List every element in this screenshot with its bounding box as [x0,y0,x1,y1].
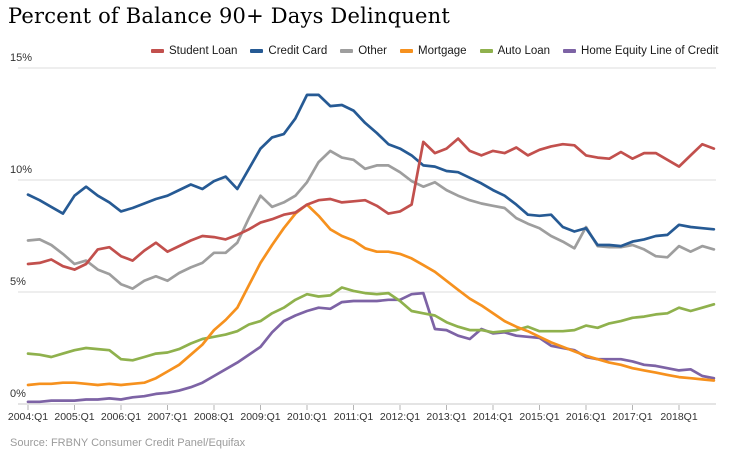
legend-item-student-loan: Student Loan [151,45,237,57]
legend-swatch-home-equity-line-of-credit [563,49,577,53]
legend-swatch-credit-card [250,49,264,53]
legend-label-student-loan: Student Loan [169,45,238,57]
legend-label-auto-loan: Auto Loan [497,45,551,57]
x-axis-label-2016-q1: 2016:Q1 [565,411,607,423]
x-axis-label-2013-q1: 2013:Q1 [426,411,467,423]
x-axis-label-2004-q1: 2004:Q1 [7,411,49,423]
series-line-other [26,149,716,290]
x-axis-label-2012-q1: 2012:Q1 [379,411,421,423]
x-axis-label-2015-q1: 2015:Q1 [519,411,560,423]
x-axis-label-2014-q1: 2014:Q1 [472,411,514,423]
x-axis-label-2010-q1: 2010:Q1 [286,411,328,423]
legend-swatch-other [340,49,354,53]
y-axis-label-0pct: 0% [10,388,26,400]
y-axis-label-10pct: 10% [10,164,33,176]
series-line-student-loan [26,137,716,271]
legend-item-credit-card: Credit Card [250,45,327,57]
legend-swatch-student-loan [151,49,164,53]
y-axis-label-15pct: 15% [10,52,33,64]
x-axis-label-2008-q1: 2008:Q1 [193,411,235,423]
chart-legend: Student Loan Credit Card Other Mortgage Auto… [151,45,726,57]
legend-swatch-mortgage [400,49,413,53]
legend-label-home-equity-line-of-credit: Home Equity Line of Credit [581,45,719,57]
x-axis-label-2006-q1: 2006:Q1 [100,411,142,423]
series-line-credit-card [26,93,716,248]
chart-title: Percent of Balance 90+ Days Delinquent [8,4,450,28]
series-line-mortgage [26,203,716,387]
legend-item-mortgage: Mortgage [400,45,467,57]
x-axis-label-2017-q1: 2017:Q1 [612,411,653,423]
legend-label-other: Other [358,45,387,57]
series-line-auto-loan [26,286,716,362]
legend-item-home-equity-line-of-credit: Home Equity Line of Credit [563,45,718,57]
x-axis-label-2009-q1: 2009:Q1 [240,411,281,423]
x-axis-label-2018q1: 2018Q1 [660,411,698,423]
legend-item-other: Other [340,45,387,57]
series-line-home-equity-line-of-credit [26,291,716,404]
source-note: Source: FRBNY Consumer Credit Panel/Equi… [10,437,246,449]
y-axis-label-5pct: 5% [10,276,26,288]
legend-item-auto-loan: Auto Loan [479,45,551,57]
legend-label-credit-card: Credit Card [268,45,328,57]
legend-swatch-auto-loan [479,49,493,53]
x-axis-label-2005-q1: 2005:Q1 [54,411,95,423]
x-axis-label-2011-q1: 2011:Q1 [333,411,374,423]
x-axis-label-2007-q1: 2007:Q1 [147,411,188,423]
legend-label-mortgage: Mortgage [418,45,467,57]
